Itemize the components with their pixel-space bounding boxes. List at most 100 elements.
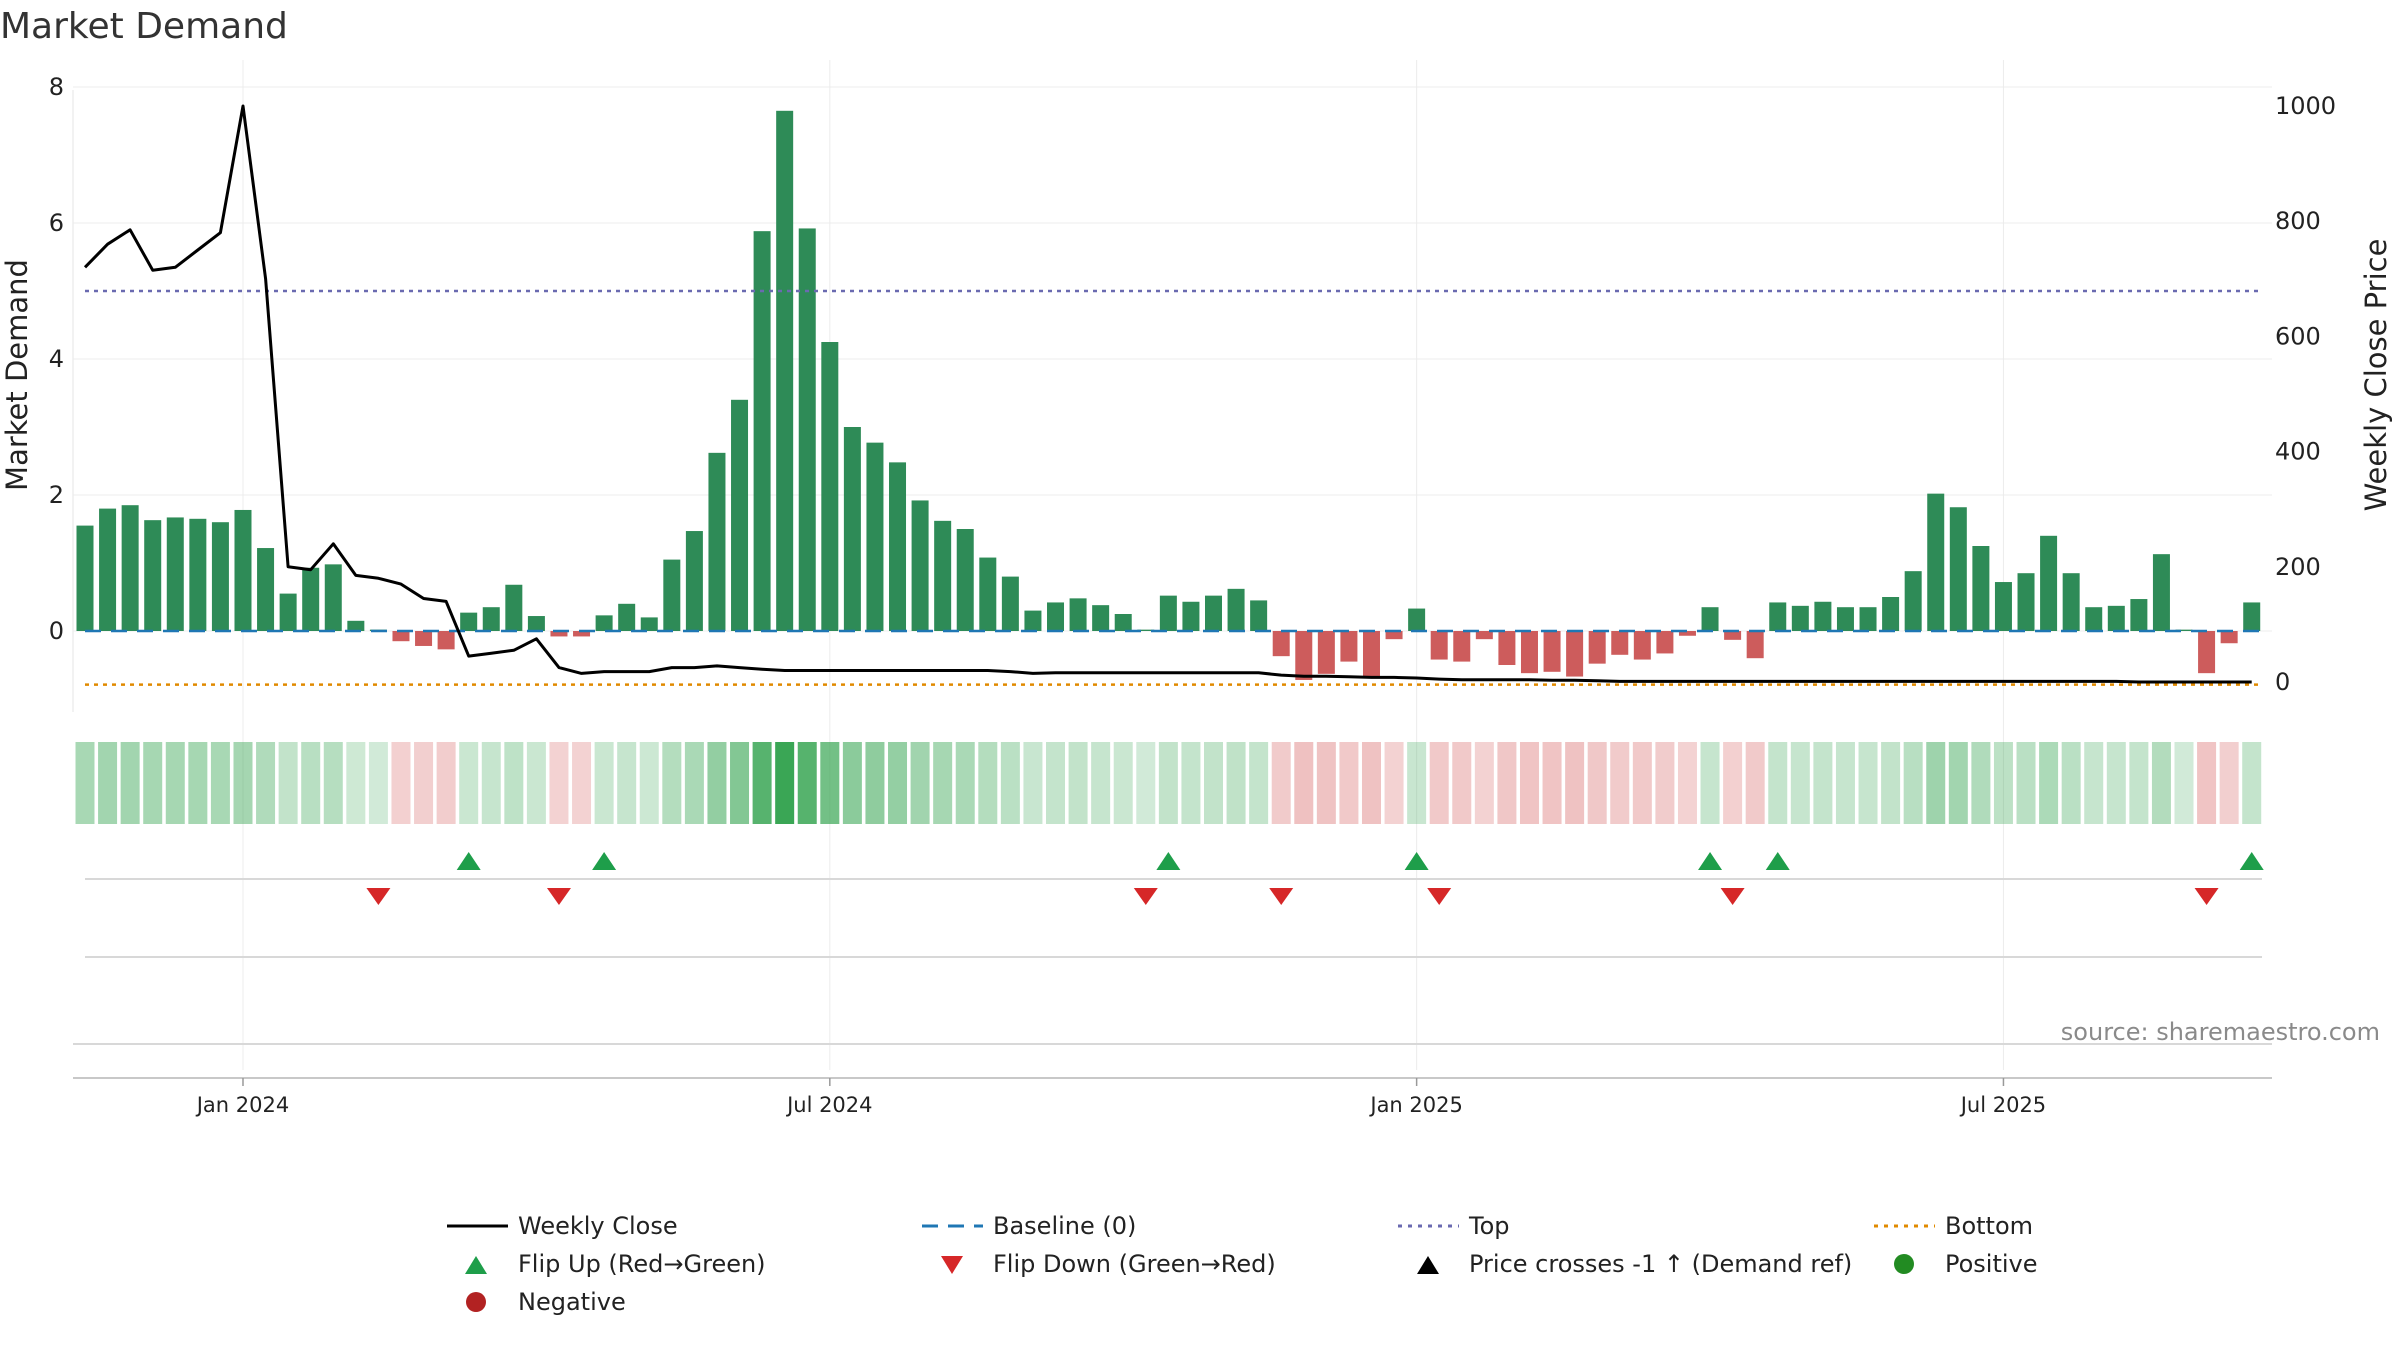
demand-bar xyxy=(1882,597,1900,631)
demand-bar xyxy=(437,631,455,650)
heat-cell xyxy=(301,742,321,824)
x-tick-label: Jan 2025 xyxy=(1368,1093,1463,1117)
demand-bar xyxy=(347,620,365,631)
demand-bar xyxy=(956,529,974,631)
heat-cell xyxy=(1452,742,1472,824)
x-axis: Jan 2024 Jul 2024 Jan 2025 Jul 2025 xyxy=(195,1078,2046,1117)
heat-cell xyxy=(2151,742,2171,824)
heat-cell xyxy=(1136,742,1156,824)
right-tick-label: 1000 xyxy=(2275,92,2336,120)
demand-bar xyxy=(257,548,275,631)
heat-cell xyxy=(368,742,388,824)
heat-cell xyxy=(459,742,479,824)
legend-item-weekly-close: Weekly Close xyxy=(447,1212,678,1240)
demand-bar xyxy=(1159,595,1177,631)
heat-cell xyxy=(775,742,795,824)
demand-bar xyxy=(911,500,929,631)
heat-cell xyxy=(2174,742,2194,824)
demand-bar xyxy=(166,517,184,631)
legend-item-positive: Positive xyxy=(1894,1250,2038,1278)
demand-bar xyxy=(1678,631,1696,636)
demand-bar xyxy=(1182,601,1200,631)
heat-cell xyxy=(797,742,817,824)
heat-cell xyxy=(1249,742,1269,824)
demand-bar xyxy=(1701,607,1719,631)
heat-cell xyxy=(1023,742,1043,824)
x-tick-label: Jul 2025 xyxy=(1959,1093,2046,1117)
heat-cell xyxy=(1113,742,1133,824)
demand-bar xyxy=(505,584,523,631)
heat-cell xyxy=(256,742,276,824)
heat-cell xyxy=(1587,742,1607,824)
demand-bar xyxy=(1137,629,1155,631)
demand-bar xyxy=(1972,546,1990,631)
demand-bar xyxy=(1340,631,1358,662)
flip-down-marker xyxy=(1269,888,1294,905)
legend-label: Positive xyxy=(1945,1250,2038,1278)
demand-bar xyxy=(618,603,636,631)
source-note: source: sharemaestro.com xyxy=(2061,1018,2380,1046)
heat-cell xyxy=(526,742,546,824)
demand-bar xyxy=(866,442,884,631)
flip-up-marker xyxy=(456,852,481,870)
heat-cell xyxy=(1361,742,1381,824)
heat-cell xyxy=(2061,742,2081,824)
demand-bar xyxy=(934,520,952,631)
heat-cell xyxy=(210,742,230,824)
heat-cell xyxy=(1610,742,1630,824)
demand-bar xyxy=(595,615,613,631)
heat-cell xyxy=(2219,742,2239,824)
heat-cell xyxy=(323,742,343,824)
legend-item-bottom: Bottom xyxy=(1874,1212,2033,1240)
heat-cell xyxy=(1158,742,1178,824)
legend: Weekly Close Baseline (0) Top Bottom Fli… xyxy=(447,1212,2038,1316)
heat-cell xyxy=(1384,742,1404,824)
demand-heat-strip xyxy=(75,742,2262,824)
demand-bar xyxy=(234,509,252,631)
heat-cell xyxy=(1204,742,1223,824)
heat-cell xyxy=(1858,742,1878,824)
left-tick-label: 8 xyxy=(49,73,64,101)
legend-label: Negative xyxy=(518,1288,626,1316)
demand-bar xyxy=(144,520,162,631)
legend-label: Price crosses -1 ↑ (Demand ref) xyxy=(1469,1250,1852,1278)
flip-down-marker xyxy=(366,888,391,905)
heat-cell xyxy=(1474,742,1494,824)
heat-cell xyxy=(730,742,750,824)
demand-bar xyxy=(1227,588,1245,631)
demand-bar xyxy=(2175,629,2193,631)
demand-bar xyxy=(1543,631,1561,672)
heat-cell xyxy=(1091,742,1111,824)
demand-bar xyxy=(1475,631,1493,640)
heat-cell xyxy=(1294,742,1314,824)
right-axis-label: Weekly Close Price xyxy=(2359,239,2393,512)
demand-bar xyxy=(1430,631,1448,660)
flip-up-marker xyxy=(1404,852,1429,870)
heat-cell xyxy=(842,742,862,824)
legend-item-negative: Negative xyxy=(466,1288,626,1316)
heat-cell xyxy=(1881,742,1901,824)
heat-cell xyxy=(1768,742,1788,824)
heat-cell xyxy=(1948,742,1968,824)
demand-bar xyxy=(211,522,229,631)
demand-bar xyxy=(415,631,433,646)
empty-panels xyxy=(73,956,2272,1079)
demand-bar xyxy=(2062,573,2080,631)
demand-bar xyxy=(1272,631,1290,657)
demand-bar xyxy=(1114,614,1132,631)
demand-bar xyxy=(1317,631,1335,674)
legend-label: Flip Up (Red→Green) xyxy=(518,1250,766,1278)
demand-bar xyxy=(2152,554,2170,631)
heat-cell xyxy=(1519,742,1539,824)
heat-cell xyxy=(2106,742,2126,824)
right-y-axis: 1000 800 600 400 200 0 xyxy=(2275,92,2336,696)
heat-cell xyxy=(933,742,953,824)
demand-bar xyxy=(550,631,568,637)
demand-bar xyxy=(324,564,342,631)
heat-cell xyxy=(414,742,434,824)
heat-cell xyxy=(75,742,95,824)
heat-cell xyxy=(1429,742,1449,824)
demand-bar xyxy=(753,231,771,631)
demand-bar xyxy=(99,508,117,631)
legend-label: Flip Down (Green→Red) xyxy=(993,1250,1276,1278)
